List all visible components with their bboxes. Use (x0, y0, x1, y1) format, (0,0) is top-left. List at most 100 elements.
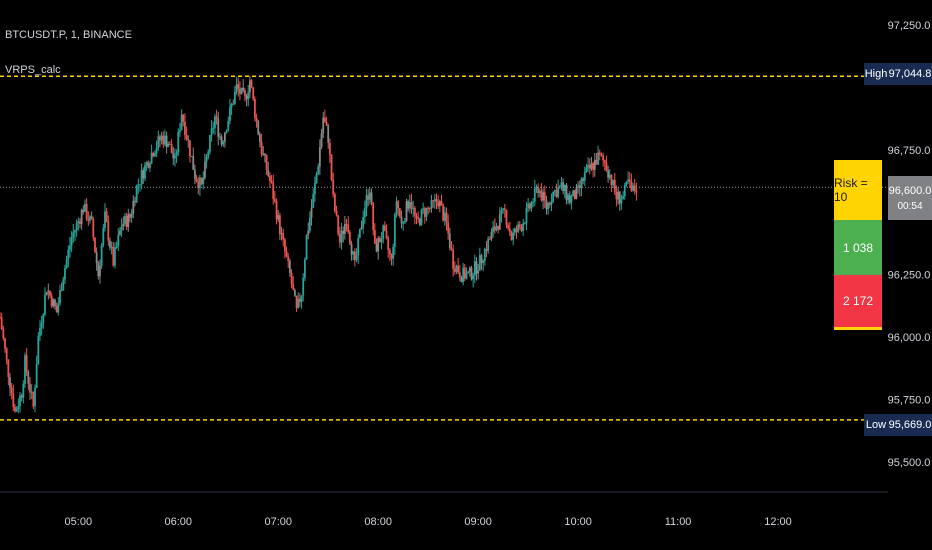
candle-body (515, 228, 518, 232)
candle-body (125, 215, 128, 228)
current-price-value: 96,600.0 (888, 184, 932, 197)
candle-body (437, 202, 440, 207)
candle-body (430, 200, 433, 209)
candle-body (480, 255, 483, 264)
x-tick-label: 12:00 (764, 516, 792, 528)
candle-body (174, 155, 176, 159)
candle-body (438, 201, 441, 207)
candle-body (219, 136, 221, 138)
candle-body (87, 219, 90, 221)
candle-body (402, 222, 405, 224)
candle-body (278, 215, 281, 235)
candle-body (572, 190, 575, 197)
candle-body (445, 212, 448, 223)
candle-body (110, 246, 113, 248)
long-quantity-box: 1 038 (834, 220, 882, 275)
candle-body (472, 275, 475, 280)
candle-body (77, 221, 80, 223)
candle-body (107, 221, 110, 241)
x-tick-label: 08:00 (364, 516, 392, 528)
candle-body (130, 213, 133, 218)
candle-body (50, 295, 53, 307)
candle-body (553, 190, 556, 192)
candle-body (75, 222, 78, 231)
candle-body (52, 299, 55, 307)
candle-body (513, 228, 516, 233)
candle-body (527, 203, 530, 209)
candle-body (25, 355, 28, 373)
candle-body (497, 225, 500, 230)
candle-body (583, 171, 586, 181)
candle-body (380, 239, 383, 243)
low-label: Low (864, 414, 888, 436)
candle-body (517, 224, 520, 232)
candle-body (327, 125, 330, 143)
candle-body (298, 298, 301, 303)
candle-body (510, 232, 513, 240)
candle-body (558, 186, 561, 188)
candle-body (57, 303, 60, 313)
candle-body (400, 216, 403, 224)
candle-body (397, 201, 400, 209)
candle-body (522, 223, 525, 231)
candle-body (172, 153, 175, 159)
candle-body (114, 247, 116, 266)
candle-body (202, 177, 205, 185)
candle-body (342, 230, 345, 234)
candle-body (280, 233, 283, 235)
candle-body (104, 211, 106, 229)
candle-body (562, 182, 565, 192)
candle-body (45, 292, 48, 295)
indicator-name[interactable]: VRPS_calc (5, 64, 61, 76)
candle-body (600, 154, 603, 156)
candle-body (200, 177, 203, 185)
candle-body (127, 214, 130, 228)
candle-body (54, 299, 56, 307)
candle-body (144, 165, 146, 179)
candle-body (64, 268, 66, 280)
candle-body (602, 155, 605, 161)
candle-body (210, 128, 213, 135)
candle-body (363, 208, 366, 218)
candle-body (262, 153, 265, 155)
candle-body (632, 185, 634, 191)
candle-body (352, 251, 355, 255)
candle-body (14, 407, 16, 412)
candle-body (432, 200, 435, 202)
candle-body (575, 186, 578, 199)
candle-body (240, 87, 243, 94)
symbol-title[interactable]: BTCUSDT.P, 1, BINANCE (5, 29, 132, 41)
candle-body (493, 226, 496, 231)
candle-body (157, 136, 160, 148)
candle-body (392, 246, 395, 259)
candle-body (85, 203, 88, 220)
candle-body (150, 152, 153, 164)
candle-body (555, 190, 558, 197)
candle-body (165, 135, 168, 148)
candle-body (204, 161, 206, 178)
candle-body (512, 232, 515, 240)
candle-body (245, 95, 248, 100)
candle-body (24, 355, 26, 384)
candle-body (94, 237, 96, 253)
x-tick-label: 07:00 (264, 516, 292, 528)
candle-body (267, 169, 270, 176)
candle-body (535, 187, 538, 189)
candle-body (145, 162, 148, 166)
candle-body (277, 215, 280, 220)
candle-body (42, 314, 45, 323)
candle-body (613, 179, 616, 192)
candle-body (288, 260, 291, 273)
risk-box: Risk = 10 (834, 160, 882, 220)
candle-body (530, 202, 533, 209)
candle-body (109, 240, 111, 248)
candle-body (67, 249, 70, 260)
candle-body (62, 279, 65, 291)
candle-body (207, 151, 210, 157)
candle-body (32, 391, 35, 407)
candle-body (322, 117, 325, 134)
candle-body (244, 90, 246, 96)
candle-body (343, 224, 346, 234)
candle-body (275, 201, 278, 220)
